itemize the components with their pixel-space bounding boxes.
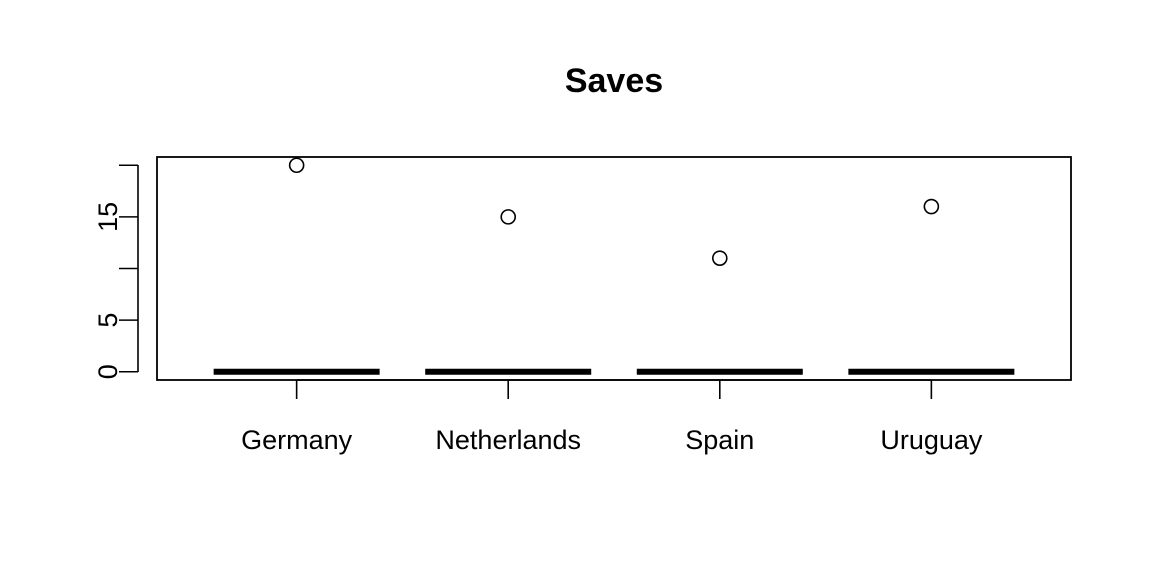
- x-axis-ticks: Germany Netherlands Spain Uruguay: [241, 380, 983, 455]
- chart-title: Saves: [565, 62, 663, 100]
- plot-area: [156, 156, 1072, 381]
- y-tick-label: 5: [93, 313, 123, 328]
- x-tick-label: Germany: [241, 425, 353, 455]
- outlier-point: [500, 209, 517, 225]
- boxes: [213, 157, 1015, 375]
- outlier-point: [711, 250, 728, 266]
- x-tick-label: Uruguay: [880, 425, 983, 455]
- outlier-point: [923, 198, 940, 215]
- y-tick-label: 15: [93, 202, 123, 232]
- y-axis-ticks: 0 5 15: [93, 164, 138, 379]
- y-tick-label: 0: [93, 364, 123, 379]
- x-tick-label: Spain: [685, 425, 754, 455]
- x-tick-label: Netherlands: [435, 425, 581, 455]
- outlier-point: [288, 157, 305, 174]
